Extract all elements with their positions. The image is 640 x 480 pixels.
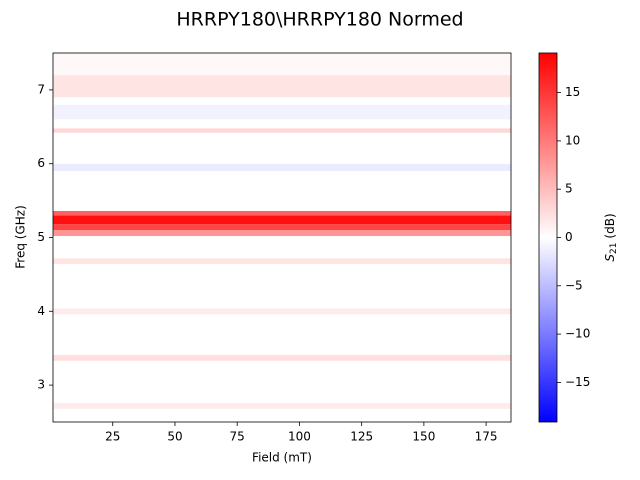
- x-tick-label: 50: [167, 430, 182, 444]
- x-tick-label: 75: [230, 430, 245, 444]
- heatmap-cell: [53, 236, 511, 259]
- y-tick-label: 7: [37, 82, 45, 96]
- heatmap-cell: [53, 97, 511, 105]
- heatmap-cell: [53, 360, 511, 403]
- y-tick-label: 4: [37, 304, 45, 318]
- y-tick-label: 3: [37, 378, 45, 392]
- heatmap-cell: [53, 119, 511, 129]
- heatmap-cell: [53, 104, 511, 120]
- x-tick-label: 175: [475, 430, 498, 444]
- heatmap-cell: [53, 314, 511, 355]
- colorbar: [538, 52, 558, 423]
- x-tick-label: 25: [105, 430, 120, 444]
- heatmap-cell: [53, 53, 511, 76]
- x-tick-label: 150: [412, 430, 435, 444]
- heatmap-cell: [53, 215, 511, 225]
- y-tick-label: 6: [37, 156, 45, 170]
- heatmap-cell: [53, 224, 511, 231]
- colorbar-tick-label: −15: [565, 375, 590, 389]
- y-tick-label: 5: [37, 230, 45, 244]
- heatmap-cell: [53, 258, 511, 265]
- heatmap-cell: [53, 171, 511, 211]
- heatmap-cell: [53, 210, 511, 216]
- colorbar-label-part: S: [603, 254, 617, 262]
- x-tick-label: 125: [350, 430, 373, 444]
- heatmap-cell: [53, 163, 511, 172]
- colorbar-tick-label: 15: [565, 85, 580, 99]
- heatmap-cell: [53, 230, 511, 237]
- colorbar-tick-label: 5: [565, 182, 573, 196]
- colorbar-label-part: 21: [609, 243, 619, 254]
- heatmap-cell: [53, 132, 511, 164]
- heatmap-cell: [53, 402, 511, 409]
- heatmap-cell: [53, 75, 511, 98]
- x-tick-label: 100: [288, 430, 311, 444]
- heatmap-cell: [53, 408, 511, 422]
- y-axis-label: Freq (GHz): [14, 205, 28, 269]
- heatmap-cell: [53, 354, 511, 361]
- x-axis-label: Field (mT): [252, 451, 312, 465]
- heatmap-cell: [53, 128, 511, 133]
- chart-title: HRRPY180\HRRPY180 Normed: [176, 9, 463, 31]
- colorbar-tick-label: 10: [565, 133, 580, 147]
- colorbar-tick-label: 0: [565, 230, 573, 244]
- colorbar-label: S21 (dB): [603, 213, 619, 261]
- colorbar-tick-label: −5: [565, 278, 583, 292]
- heatmap-cell: [53, 308, 511, 315]
- colorbar-label-part: (dB): [603, 213, 617, 238]
- heatmap-cell: [53, 264, 511, 309]
- colorbar-tick-label: −10: [565, 327, 590, 341]
